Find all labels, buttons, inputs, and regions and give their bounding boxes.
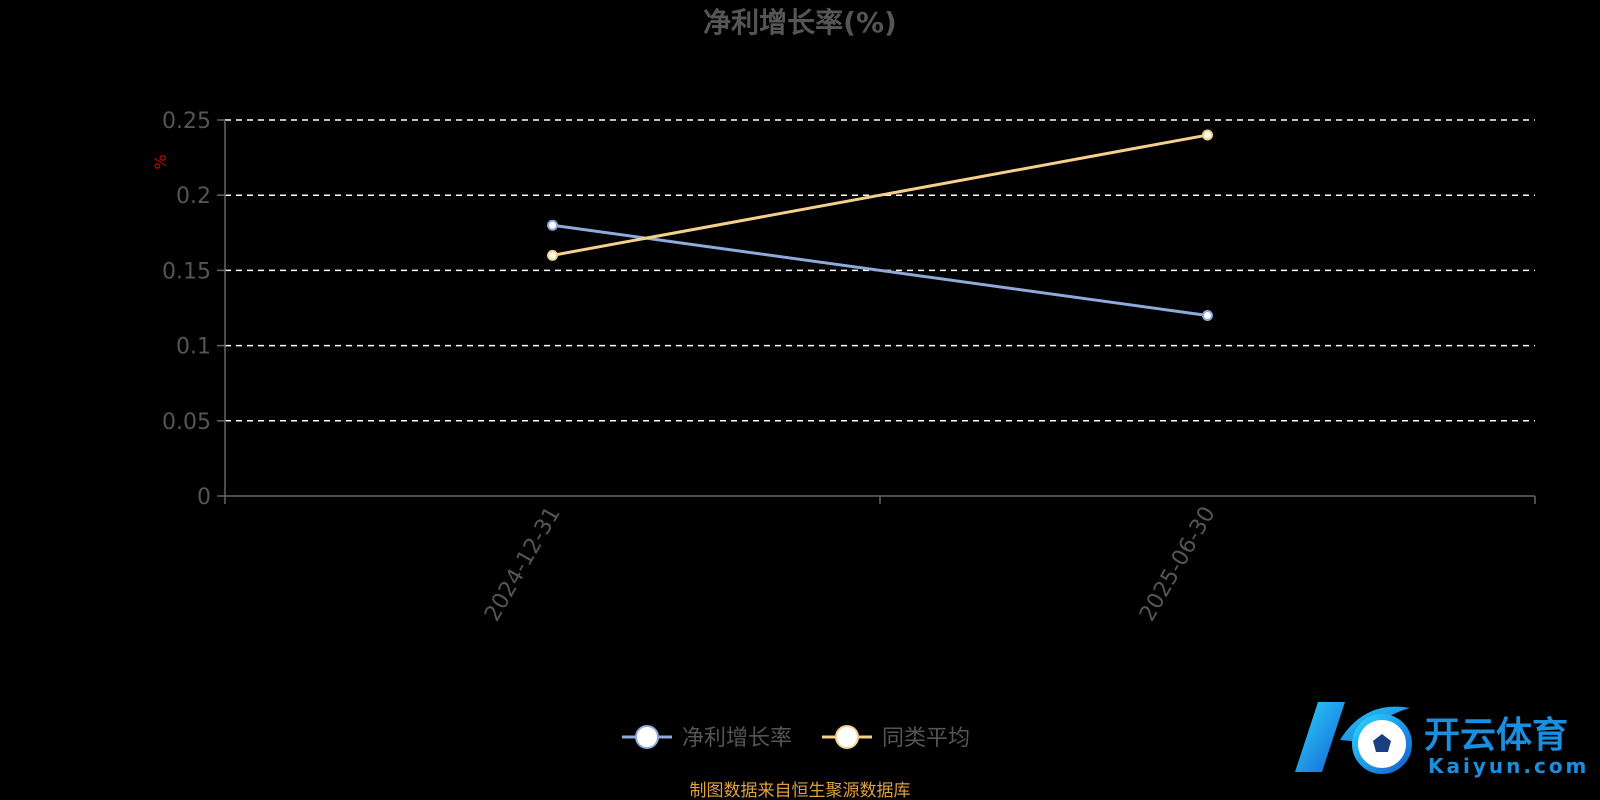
x-tick-label: 2025-06-30 <box>1135 503 1221 626</box>
data-point <box>547 219 558 231</box>
series-lines <box>547 129 1213 322</box>
watermark-logo: 开云体育 Kaiyun.com <box>1295 702 1589 778</box>
series-line <box>552 133 1208 257</box>
legend-item-peer-average[interactable]: 同类平均 <box>822 725 970 751</box>
legend-item-net-profit-growth[interactable]: 净利增长率 <box>622 725 792 751</box>
y-tick-label: 0.1 <box>176 335 211 360</box>
legend-label: 同类平均 <box>882 726 970 751</box>
logo-brand-en: Kaiyun.com <box>1428 754 1589 778</box>
legend-marker <box>835 725 859 749</box>
y-tick-label: 0 <box>197 485 211 510</box>
series-line <box>552 223 1208 318</box>
logo-brand-cn: 开云体育 <box>1424 715 1568 756</box>
y-tick-label: 0.05 <box>162 410 211 435</box>
axes <box>224 120 1536 504</box>
x-tick-label: 2024-12-31 <box>480 503 566 626</box>
soccer-ball-patch-icon <box>1373 734 1391 752</box>
data-point <box>547 249 558 261</box>
x-axis-ticks: 2024-12-31 2025-06-30 <box>480 503 1221 626</box>
legend-marker <box>635 725 659 749</box>
y-tick-label: 0.15 <box>162 259 211 284</box>
y-axis-unit-label: % <box>151 154 170 169</box>
chart-title: 净利增长率(%) <box>703 6 897 39</box>
data-point <box>1202 129 1213 141</box>
legend: 净利增长率 同类平均 <box>622 725 970 751</box>
data-point <box>1202 310 1213 322</box>
y-tick-label: 0.2 <box>176 184 211 209</box>
logo-k-stem-icon <box>1295 702 1345 772</box>
data-source-note: 制图数据来自恒生聚源数据库 <box>690 781 911 800</box>
y-tick-label: 0.25 <box>162 109 211 134</box>
y-axis-ticks: 0 0.05 0.1 0.15 0.2 0.25 <box>162 109 225 510</box>
legend-label: 净利增长率 <box>682 726 792 751</box>
